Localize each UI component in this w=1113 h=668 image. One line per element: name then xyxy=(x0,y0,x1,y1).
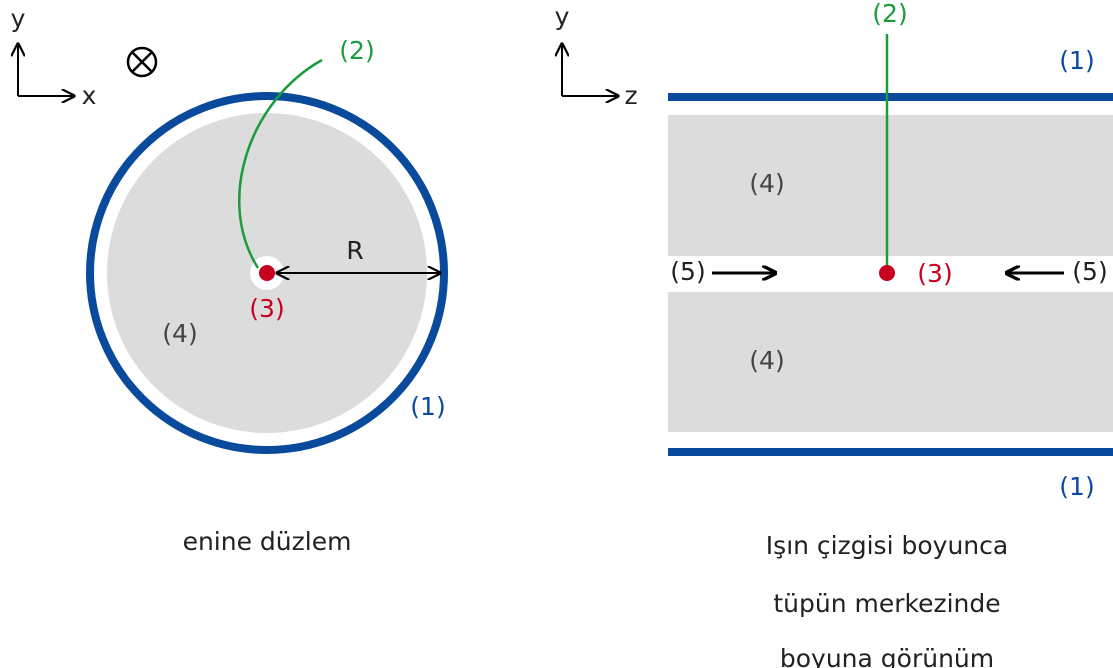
label: (1) xyxy=(1059,472,1094,501)
caption: Işın çizgisi boyunca xyxy=(766,531,1008,560)
caption: enine düzlem xyxy=(183,527,352,556)
axis-label: y xyxy=(555,2,570,31)
label: (1) xyxy=(410,392,445,421)
axis-label: y xyxy=(11,4,26,33)
label: (3) xyxy=(917,259,952,288)
label: (5) xyxy=(670,257,705,286)
label: (2) xyxy=(339,36,374,65)
beam-region xyxy=(668,115,1113,256)
label: (1) xyxy=(1059,46,1094,75)
label: (3) xyxy=(249,294,284,323)
axis-label: z xyxy=(624,81,637,110)
beam-region xyxy=(668,292,1113,432)
label: R xyxy=(346,236,363,265)
label: (5) xyxy=(1072,257,1107,286)
label: (4) xyxy=(749,169,784,198)
label: (4) xyxy=(162,319,197,348)
tube-wall xyxy=(668,93,1113,101)
label: (2) xyxy=(872,0,907,28)
wire xyxy=(238,58,323,269)
caption: boyuna görünüm xyxy=(780,644,994,668)
caption: tüpün merkezinde xyxy=(773,589,1000,618)
tube-wall xyxy=(86,92,448,454)
beam-dot xyxy=(259,265,275,281)
left-axes xyxy=(18,44,74,96)
tube-wall xyxy=(668,448,1113,456)
label: (4) xyxy=(749,346,784,375)
beam-dot xyxy=(879,265,895,281)
right-axes xyxy=(562,44,618,96)
axis-label: x xyxy=(82,81,97,110)
